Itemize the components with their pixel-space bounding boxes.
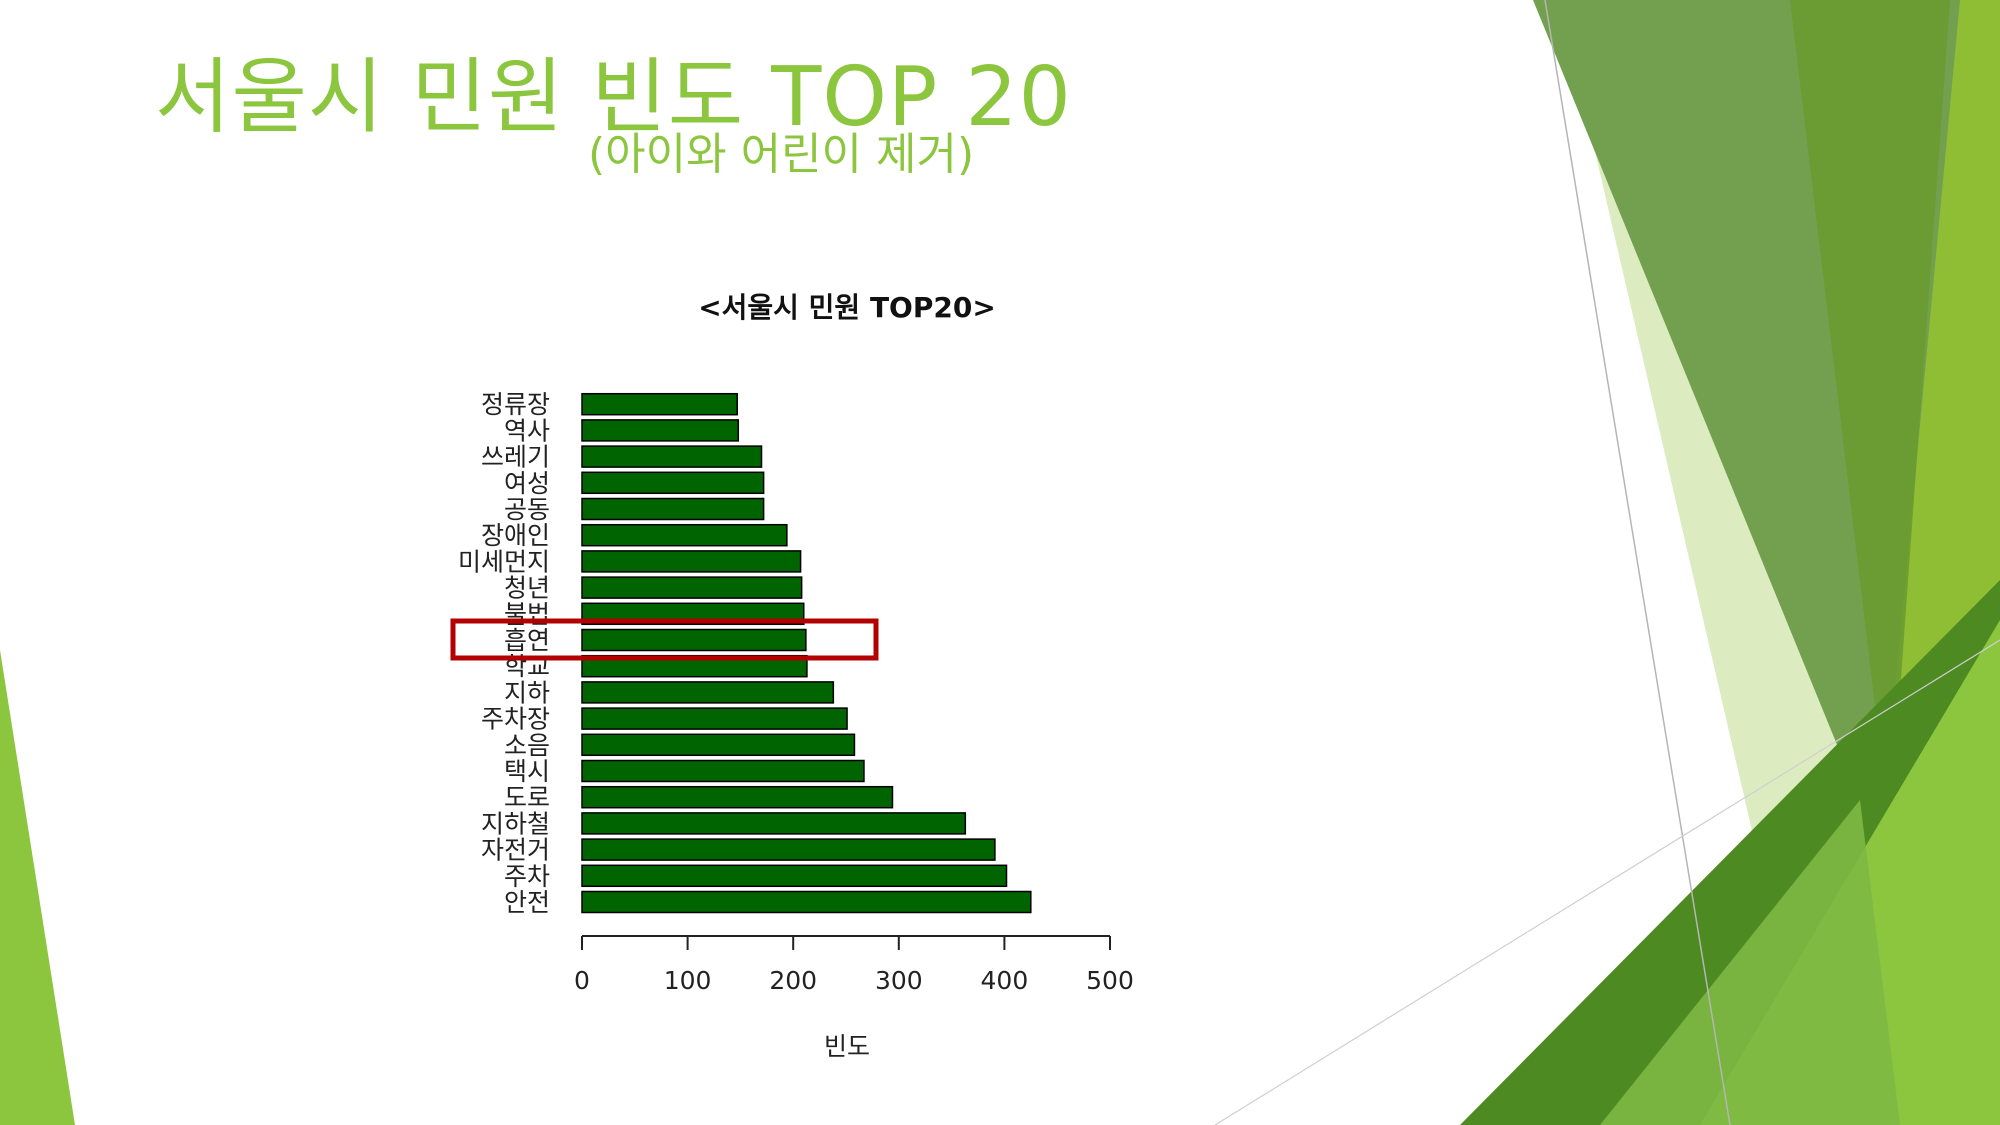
category-label: 미세먼지 xyxy=(458,547,550,576)
category-label: 지하철 xyxy=(481,809,550,838)
bar-청년 xyxy=(581,576,803,599)
bar-공동 xyxy=(581,497,765,521)
x-tick-label: 500 xyxy=(1086,966,1134,995)
bar-쓰레기 xyxy=(581,445,763,468)
left-accent-shape xyxy=(0,650,75,1125)
category-label: 여성 xyxy=(504,469,550,498)
bars-group xyxy=(581,392,1032,914)
category-label: 소음 xyxy=(504,731,550,760)
right-corner-shard xyxy=(1600,800,1900,1125)
x-axis-label: 빈도 xyxy=(824,1032,870,1061)
category-label: 주차장 xyxy=(481,705,550,734)
bar-역사 xyxy=(581,419,740,442)
bar-정류장 xyxy=(581,392,738,416)
category-label: 안전 xyxy=(504,888,550,917)
category-label: 공동 xyxy=(504,495,550,524)
category-label: 주차 xyxy=(504,862,550,891)
category-label: 지하 xyxy=(504,678,550,707)
category-label: 장애인 xyxy=(481,521,550,550)
category-label: 자전거 xyxy=(481,836,550,865)
category-label: 정류장 xyxy=(481,390,550,419)
category-label: 청년 xyxy=(504,574,550,603)
category-label: 흡연 xyxy=(504,626,550,655)
bar-도로 xyxy=(581,785,894,809)
x-tick-label: 100 xyxy=(664,966,712,995)
slide-title: 서울시 민원 빈도 TOP 20 xyxy=(155,50,1072,145)
chart-title: <서울시 민원 TOP20> xyxy=(698,291,996,324)
category-label: 도로 xyxy=(504,783,550,812)
bar-소음 xyxy=(581,733,856,757)
category-label: 쓰레기 xyxy=(481,443,550,472)
slide-subtitle: (아이와 어린이 제거) xyxy=(588,129,975,180)
bar-흡연 xyxy=(581,628,807,652)
bar-미세먼지 xyxy=(581,550,802,573)
x-axis-ticks: 0 100 200 300 400 500 xyxy=(574,936,1134,995)
bar-안전 xyxy=(581,890,1032,914)
right-mid-shard xyxy=(1790,0,1950,830)
x-tick-label: 400 xyxy=(981,966,1029,995)
bar-택시 xyxy=(581,759,865,783)
category-label: 역사 xyxy=(504,416,550,445)
bar-주차장 xyxy=(581,707,848,730)
x-tick-label: 300 xyxy=(875,966,923,995)
decor-line xyxy=(1214,639,2000,1125)
category-label: 택시 xyxy=(504,757,550,786)
bar-지하철 xyxy=(581,812,967,835)
bar-여성 xyxy=(581,471,765,495)
category-labels: 안전주차자전거지하철도로택시소음주차장지하학교흡연불법청년미세먼지장애인공동여성… xyxy=(458,390,550,917)
x-tick-label: 200 xyxy=(769,966,817,995)
bar-지하 xyxy=(581,681,835,704)
bar-장애인 xyxy=(581,523,788,547)
category-label: 불법 xyxy=(504,600,550,629)
highlight-box xyxy=(450,618,879,661)
bar-주차 xyxy=(581,864,1008,888)
x-tick-label: 0 xyxy=(574,966,590,995)
bar-자전거 xyxy=(581,838,996,861)
decor-line xyxy=(1544,0,1731,1125)
